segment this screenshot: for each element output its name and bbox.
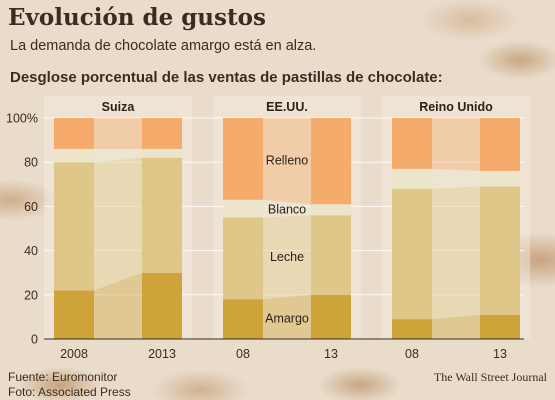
bar-segment-blanco <box>480 171 520 187</box>
bar-segment-amargo <box>311 294 351 339</box>
y-tick-label: 20 <box>24 288 38 302</box>
connector-band-relleno <box>432 118 480 172</box>
group-label: Reino Unido <box>419 100 493 114</box>
group-label: EE.UU. <box>266 100 308 114</box>
x-tick-label: 08 <box>405 347 419 361</box>
x-tick-label: 2013 <box>148 347 176 361</box>
y-tick-label: 100% <box>6 112 38 126</box>
bar-segment-blanco <box>142 148 182 158</box>
bar-segment-blanco <box>392 168 432 189</box>
bar-segment-blanco <box>311 204 351 216</box>
connector-band-relleno <box>94 118 142 149</box>
connector-band-amargo <box>94 272 142 339</box>
bar-segment-blanco <box>223 199 263 218</box>
bar-segment-amargo <box>223 299 263 339</box>
connector-band-leche <box>94 157 142 291</box>
connector-band-blanco <box>263 199 311 218</box>
bar-segment-amargo <box>142 272 182 339</box>
connector-band-leche <box>432 186 480 320</box>
bar-segment-relleno <box>392 118 432 169</box>
chart-heading: Desglose porcentual de las ventas de pas… <box>10 69 443 86</box>
bar-segment-relleno <box>223 118 263 200</box>
connector-band-relleno <box>263 118 311 205</box>
series-label-amargo: Amargo <box>265 312 309 326</box>
bar-segment-leche <box>311 215 351 295</box>
x-tick-label: 2008 <box>60 347 88 361</box>
bar-segment-relleno <box>311 118 351 205</box>
bar-segment-amargo <box>54 290 94 339</box>
bar-segment-relleno <box>54 118 94 149</box>
y-tick-label: 60 <box>24 200 38 214</box>
y-tick-label: 40 <box>24 244 38 258</box>
series-label-relleno: Relleno <box>266 153 308 167</box>
bar-segment-relleno <box>142 118 182 149</box>
chart-title: Evolución de gustos <box>8 4 266 31</box>
source-note: Fuente: Euromonitor <box>8 370 118 384</box>
bar-segment-amargo <box>480 314 520 339</box>
connector-band-amargo <box>432 314 480 339</box>
photo-credit: Foto: Associated Press <box>8 385 131 399</box>
connector-band-blanco <box>94 148 142 163</box>
bar-segment-amargo <box>392 319 432 339</box>
connector-band-amargo <box>263 294 311 339</box>
connector-band-blanco <box>432 168 480 189</box>
bar-segment-blanco <box>54 148 94 163</box>
bar-segment-leche <box>223 217 263 300</box>
bar-segment-leche <box>480 186 520 315</box>
group-label: Suiza <box>102 100 136 114</box>
connector-band-leche <box>263 215 311 300</box>
bar-segment-leche <box>54 162 94 291</box>
x-tick-label: 13 <box>324 347 338 361</box>
bar-segment-leche <box>392 188 432 320</box>
x-tick-label: 13 <box>493 347 507 361</box>
series-label-leche: Leche <box>270 250 304 264</box>
y-tick-label: 0 <box>31 333 38 347</box>
publisher-credit: The Wall Street Journal <box>433 370 547 384</box>
x-tick-label: 08 <box>236 347 250 361</box>
chart-subtitle: La demanda de chocolate amargo está en a… <box>10 38 317 54</box>
y-tick-label: 80 <box>24 156 38 170</box>
bar-segment-relleno <box>480 118 520 172</box>
bar-segment-leche <box>142 157 182 273</box>
series-label-blanco: Blanco <box>268 203 306 217</box>
